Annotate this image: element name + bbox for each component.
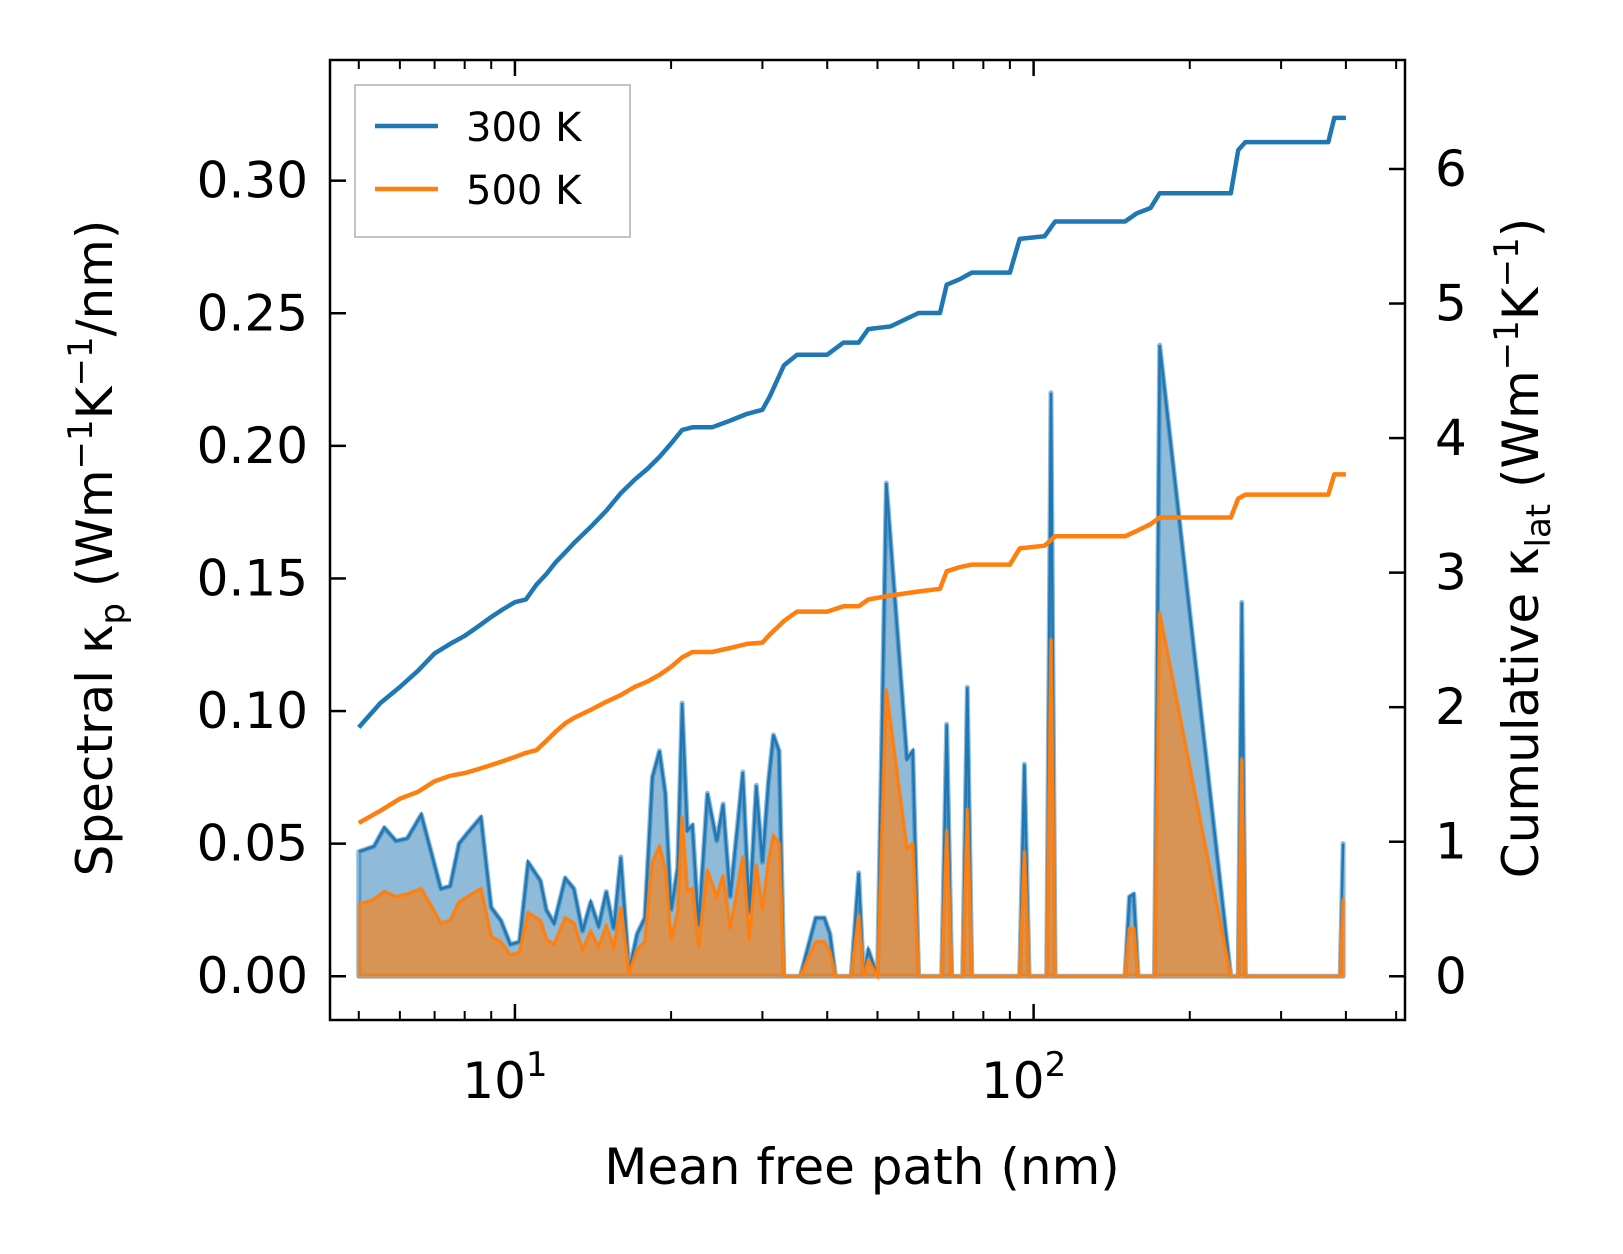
legend-label-500k: 500 K <box>466 168 583 214</box>
plot-frame <box>328 58 1407 1022</box>
cumulative-line-300k <box>357 115 1346 729</box>
legend-frame <box>354 84 631 238</box>
x-tick-label: 102 <box>981 1045 1066 1110</box>
left-y-tick-label: 0.15 <box>197 549 308 607</box>
right-y-tick-label: 1 <box>1435 813 1467 871</box>
left-y-axis-label: Spectral κp (Wm−1K−1/nm) <box>61 220 133 877</box>
left-y-tick-label: 0.30 <box>197 152 308 210</box>
left-y-tick-label: 0.20 <box>197 417 308 475</box>
right-y-tick-label: 6 <box>1435 140 1467 198</box>
spectral-line-500k <box>358 612 1345 981</box>
left-y-tick-label: 0.25 <box>197 284 308 342</box>
right-y-tick-label: 2 <box>1435 678 1467 736</box>
right-y-tick-label: 0 <box>1435 947 1467 1005</box>
right-y-tick-label: 5 <box>1435 275 1467 333</box>
left-y-tick-label: 0.10 <box>197 682 308 740</box>
right-y-tick-label: 3 <box>1435 544 1467 602</box>
right-y-tick-label: 4 <box>1435 409 1467 467</box>
legend: 300 K 500 K <box>354 84 631 238</box>
left-y-tick-label: 0.00 <box>197 947 308 1005</box>
plot-area <box>356 115 1346 981</box>
x-axis-label: Mean free path (nm) <box>604 1138 1120 1196</box>
left-y-tick-label: 0.05 <box>197 815 308 873</box>
axes: 0.00 0.05 0.10 0.15 0.20 0.25 0.30 0 1 2 3 4 5 6 101 10… <box>197 58 1467 1110</box>
cumulative-line-500k <box>357 472 1346 825</box>
legend-label-300k: 300 K <box>466 105 583 151</box>
right-y-axis-label: Cumulative κlat (Wm−1K−1) <box>1487 218 1559 878</box>
x-tick-label: 101 <box>462 1045 547 1110</box>
